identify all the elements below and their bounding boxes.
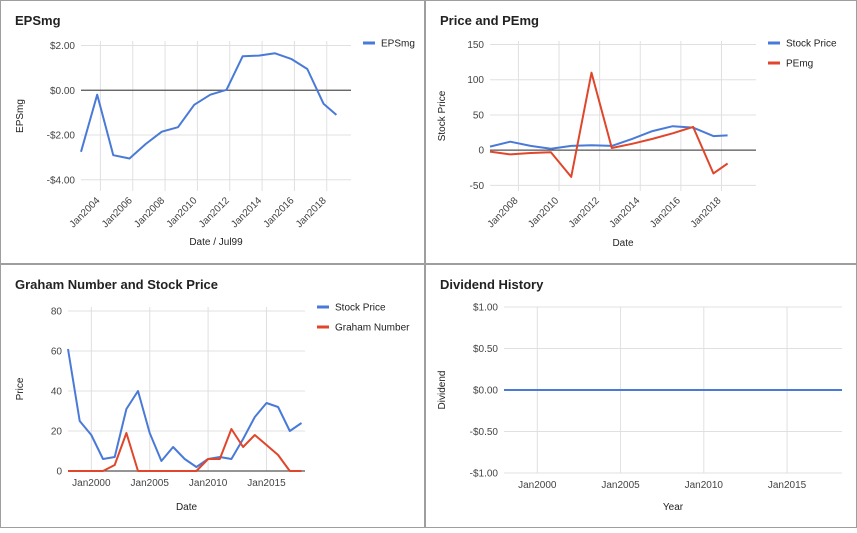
eps-x-tick-label: Jan2004 [68, 195, 103, 230]
dividend-chart-panel: $1.00 $0.50 $0.00 -$0.50 -$1.00 Jan2000 Jan200… [425, 264, 857, 528]
eps-x-tick-label: Jan2014 [229, 195, 264, 230]
eps-x-axis-title: Date / Jul99 [189, 237, 243, 248]
graham-legend-label: Stock Price [335, 303, 386, 314]
graham-chart-panel: 80 60 40 20 0 Jan2000 Jan2005 Jan2010 Jan2015 Dat… [0, 264, 425, 528]
eps-chart-panel: $2.00 $0.00 -$2.00 -$4.00 Jan2004 Jan2006 Jan2… [0, 0, 425, 264]
graham-x-tick-label: Jan2005 [131, 478, 170, 489]
graham-x-tick-label: Jan2010 [189, 478, 228, 489]
pe-y-tick-label: 0 [478, 146, 484, 157]
pe-gridlines [490, 41, 756, 191]
eps-x-tick-label: Jan2010 [165, 195, 200, 230]
dividend-y-axis-title: Dividend [437, 371, 448, 410]
graham-chart: 80 60 40 20 0 Jan2000 Jan2005 Jan2010 Jan2015 Dat… [15, 303, 410, 514]
pe-legend-label: Stock Price [786, 39, 837, 50]
graham-series-line-graham-number [68, 428, 302, 472]
dividend-chart-title: Dividend History [440, 277, 544, 292]
eps-x-tick-label: Jan2008 [132, 195, 167, 230]
dividend-y-tick-label: $0.50 [473, 344, 498, 355]
eps-x-tick-label: Jan2012 [197, 195, 232, 230]
eps-series-line-epsmg [80, 52, 338, 160]
pe-x-tick-label: Jan2018 [689, 195, 724, 230]
graham-chart-title: Graham Number and Stock Price [15, 277, 219, 292]
pe-x-tick-label: Jan2014 [607, 195, 642, 230]
graham-y-tick-label: 20 [51, 427, 63, 438]
price-pe-chart-title: Price and PEmg [440, 13, 539, 28]
eps-x-tick-label: Jan2006 [100, 195, 135, 230]
dividend-y-tick-label: -$1.00 [470, 469, 499, 480]
pe-y-tick-label: 50 [473, 110, 485, 121]
pe-y-tick-label: -50 [470, 181, 485, 192]
eps-x-tick-label: Jan2016 [262, 195, 297, 230]
pe-series-line-pemg [489, 71, 729, 178]
eps-y-axis-title: EPSmg [15, 99, 26, 133]
pe-x-tick-label: Jan2012 [567, 195, 602, 230]
graham-y-tick-label: 60 [51, 347, 63, 358]
dividend-x-tick-label: Jan2015 [768, 480, 807, 491]
eps-y-tick-label: $0.00 [50, 86, 75, 97]
graham-y-tick-label: 80 [51, 307, 63, 318]
pe-x-tick-label: Jan2016 [648, 195, 683, 230]
dividend-y-tick-label: -$0.50 [470, 427, 499, 438]
pe-x-tick-label: Jan2008 [486, 195, 521, 230]
graham-y-tick-label: 40 [51, 387, 63, 398]
eps-legend-label: EPSmg [381, 39, 415, 50]
dividend-x-tick-label: Jan2000 [518, 480, 557, 491]
pe-x-axis-title: Date [612, 238, 634, 249]
graham-x-tick-label: Jan2000 [72, 478, 111, 489]
pe-y-tick-label: 150 [467, 40, 484, 51]
pe-y-tick-label: 100 [467, 75, 484, 86]
price-pe-chart-panel: 150 100 50 0 -50 Jan2008 Jan2010 Jan2012 Jan2014… [425, 0, 857, 264]
dividend-x-axis-title: Year [663, 502, 684, 513]
graham-y-axis-title: Price [15, 377, 26, 400]
eps-gridlines [81, 41, 351, 191]
graham-x-tick-label: Jan2015 [247, 478, 286, 489]
pe-y-axis-title: Stock Price [437, 90, 448, 141]
graham-series-line-stock-price [67, 348, 303, 468]
dividend-y-tick-label: $0.00 [473, 386, 498, 397]
graham-x-axis-title: Date [176, 502, 198, 513]
eps-x-tick-label: Jan2018 [294, 195, 329, 230]
eps-chart: $2.00$0.00-$2.00-$4.00Jan2004Jan2006Jan2… [15, 39, 415, 249]
eps-y-tick-label: -$2.00 [47, 131, 76, 142]
eps-chart-title: EPSmg [15, 13, 61, 28]
dividend-chart: $1.00 $0.50 $0.00 -$0.50 -$1.00 Jan2000 Jan200… [437, 303, 842, 513]
graham-legend-label: Graham Number [335, 323, 410, 334]
graham-y-tick-label: 0 [56, 467, 62, 478]
eps-y-tick-label: -$4.00 [47, 175, 76, 186]
eps-y-tick-label: $2.00 [50, 41, 75, 52]
dividend-x-tick-label: Jan2010 [685, 480, 724, 491]
dividend-x-tick-label: Jan2005 [601, 480, 640, 491]
pe-legend-label: PEmg [786, 59, 813, 70]
dividend-y-tick-label: $1.00 [473, 303, 498, 314]
pe-x-tick-label: Jan2010 [526, 195, 561, 230]
